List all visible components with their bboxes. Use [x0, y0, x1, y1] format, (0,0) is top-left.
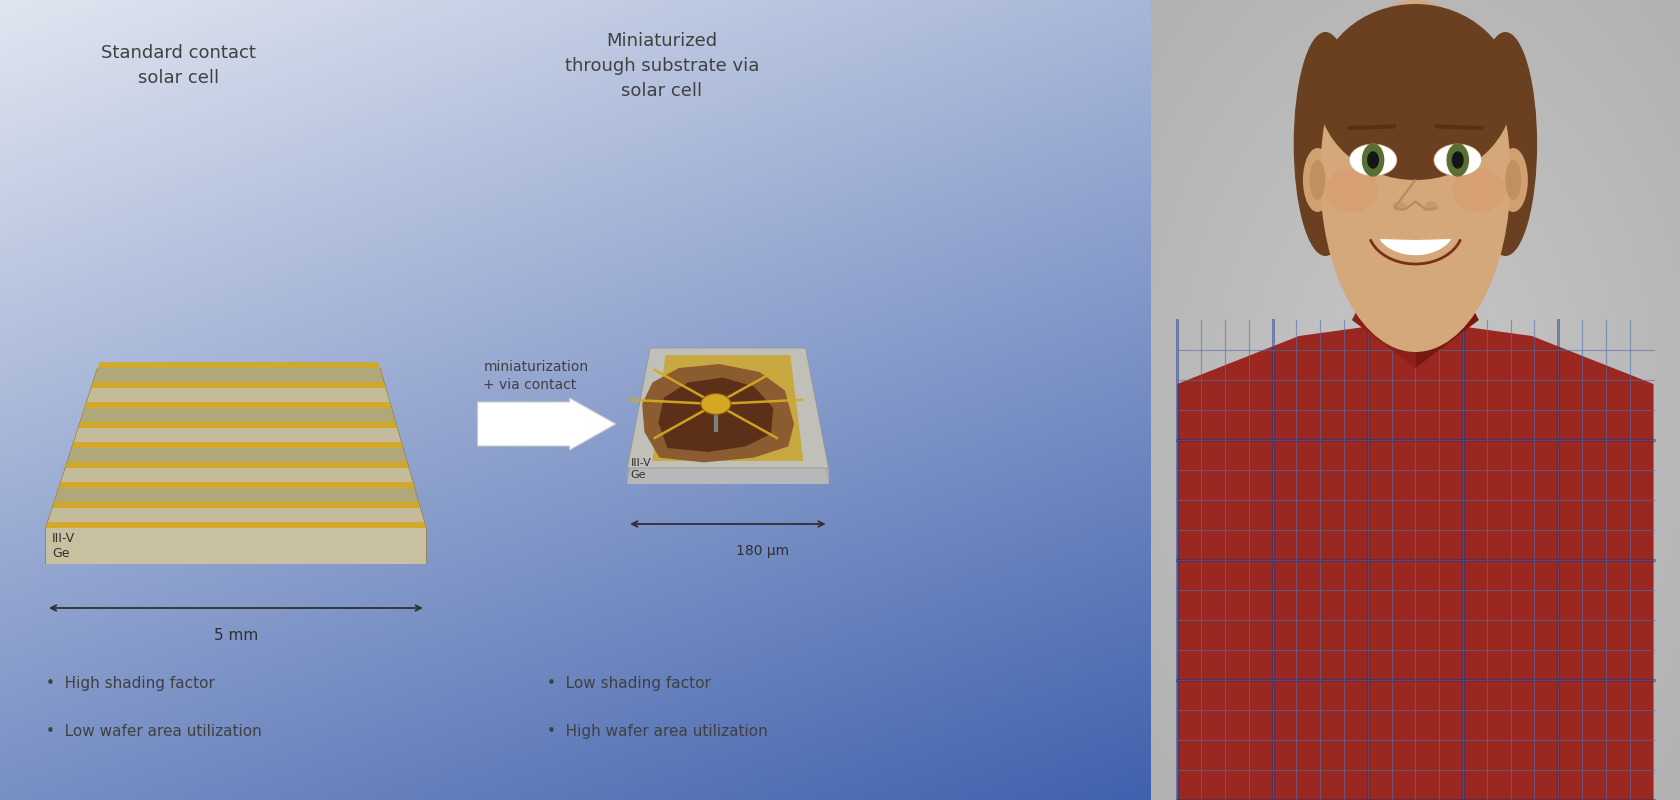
Polygon shape — [72, 428, 403, 448]
Polygon shape — [97, 362, 380, 368]
Text: III-V
Ge: III-V Ge — [52, 532, 76, 560]
FancyArrow shape — [477, 398, 615, 450]
Circle shape — [701, 394, 731, 414]
Polygon shape — [627, 468, 828, 484]
Polygon shape — [627, 348, 828, 468]
Text: Standard contact
solar cell: Standard contact solar cell — [101, 44, 255, 87]
Polygon shape — [1378, 256, 1453, 320]
Polygon shape — [659, 378, 773, 452]
Polygon shape — [642, 364, 795, 462]
Polygon shape — [652, 355, 803, 461]
Circle shape — [1362, 144, 1384, 176]
Ellipse shape — [1326, 32, 1505, 336]
Ellipse shape — [1425, 202, 1438, 211]
Ellipse shape — [1499, 148, 1527, 212]
Ellipse shape — [1473, 32, 1537, 256]
Ellipse shape — [1304, 148, 1332, 212]
Polygon shape — [66, 448, 408, 468]
Circle shape — [1446, 144, 1468, 176]
Circle shape — [1368, 152, 1378, 168]
Polygon shape — [52, 502, 420, 508]
Polygon shape — [45, 368, 425, 528]
Polygon shape — [806, 348, 828, 484]
Polygon shape — [79, 408, 396, 428]
Ellipse shape — [1435, 144, 1482, 176]
Text: Miniaturized
through substrate via
solar cell: Miniaturized through substrate via solar… — [564, 32, 759, 100]
Ellipse shape — [1310, 160, 1326, 200]
Ellipse shape — [1320, 0, 1510, 352]
Polygon shape — [86, 402, 391, 408]
Text: •  Low shading factor: • Low shading factor — [546, 676, 711, 691]
Ellipse shape — [1326, 168, 1378, 212]
Text: •  High shading factor: • High shading factor — [45, 676, 215, 691]
Polygon shape — [45, 508, 425, 528]
Polygon shape — [59, 482, 415, 488]
Polygon shape — [91, 382, 385, 388]
Polygon shape — [79, 422, 396, 428]
Text: miniaturization
+ via contact: miniaturization + via contact — [484, 360, 588, 392]
Ellipse shape — [1294, 32, 1357, 256]
Polygon shape — [45, 528, 425, 564]
Text: •  Low wafer area utilization: • Low wafer area utilization — [45, 724, 262, 739]
Ellipse shape — [1317, 4, 1514, 180]
Text: 5 mm: 5 mm — [213, 628, 259, 643]
Polygon shape — [66, 462, 408, 468]
Circle shape — [1453, 152, 1463, 168]
Polygon shape — [52, 488, 420, 508]
Ellipse shape — [1393, 202, 1406, 211]
Polygon shape — [45, 368, 97, 564]
Polygon shape — [1379, 239, 1452, 255]
Polygon shape — [91, 368, 385, 388]
Polygon shape — [1416, 280, 1478, 368]
Text: •  High wafer area utilization: • High wafer area utilization — [546, 724, 768, 739]
Polygon shape — [627, 348, 650, 484]
Text: 180 μm: 180 μm — [736, 544, 790, 558]
Ellipse shape — [1453, 168, 1505, 212]
Text: III-V
Ge: III-V Ge — [630, 458, 652, 480]
Polygon shape — [59, 468, 415, 488]
Polygon shape — [86, 388, 391, 408]
Polygon shape — [1352, 280, 1416, 368]
Ellipse shape — [1505, 160, 1522, 200]
Polygon shape — [72, 442, 403, 448]
Polygon shape — [380, 368, 425, 564]
Polygon shape — [1178, 320, 1653, 800]
Ellipse shape — [1349, 144, 1396, 176]
Polygon shape — [45, 522, 425, 528]
